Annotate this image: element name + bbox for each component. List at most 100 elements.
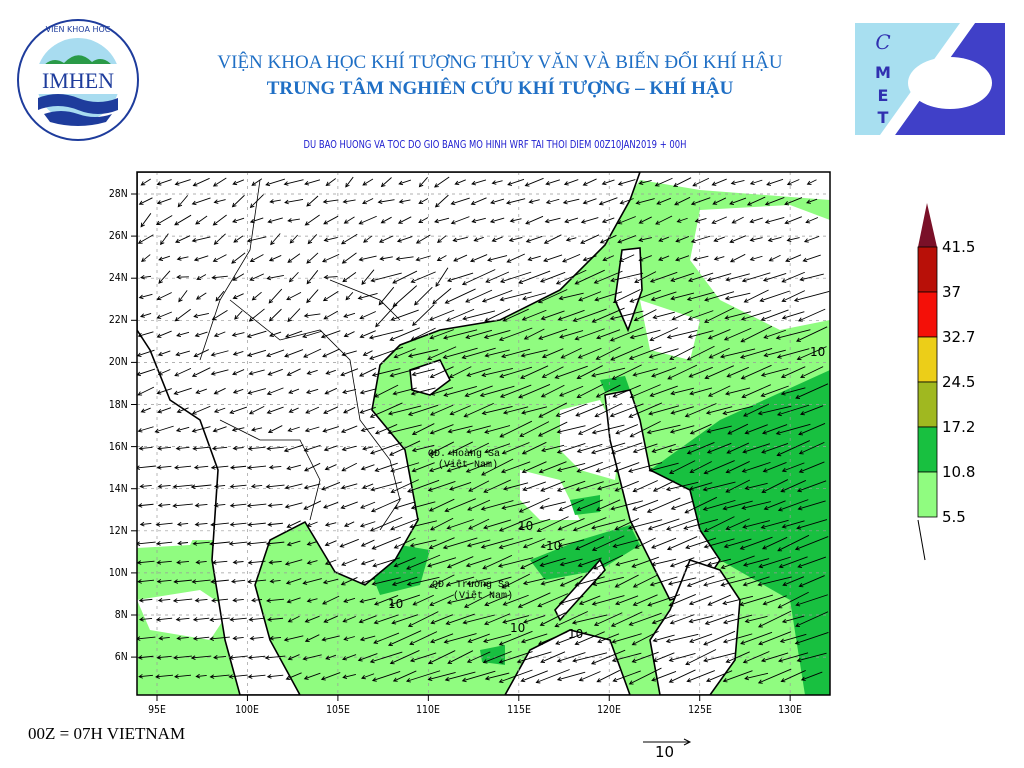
wind-vector xyxy=(359,330,376,339)
wind-vector xyxy=(389,440,421,456)
wind-vector xyxy=(411,462,435,473)
wind-vector xyxy=(195,388,207,394)
wind-vector xyxy=(596,669,621,683)
wind-vector xyxy=(794,536,829,551)
wind-vector xyxy=(707,329,731,340)
wind-vector xyxy=(638,237,652,242)
wind-vector xyxy=(374,424,398,435)
wind-vector xyxy=(232,179,245,186)
wind-vector xyxy=(609,326,644,342)
wind-vector xyxy=(213,502,226,508)
wind-vector xyxy=(767,236,782,243)
wind-vector xyxy=(391,614,418,625)
wind-vector xyxy=(392,270,418,284)
wind-vector xyxy=(247,674,266,679)
wind-vector xyxy=(763,329,786,339)
wind-vector xyxy=(601,217,615,224)
wind-vector xyxy=(797,500,826,511)
wind-vector xyxy=(428,537,455,550)
wind-vector xyxy=(307,234,318,245)
wind-vector xyxy=(232,635,244,641)
wind-vector xyxy=(776,440,810,457)
wind-vector xyxy=(138,197,153,205)
wind-vector xyxy=(670,387,695,396)
wind-vector xyxy=(194,597,208,603)
wind-vector xyxy=(684,556,717,568)
wind-vector xyxy=(306,270,319,285)
wind-vector xyxy=(758,610,792,628)
wind-vector xyxy=(591,307,625,323)
wind-vector xyxy=(673,177,692,187)
wind-vector xyxy=(651,367,677,378)
wind-vector xyxy=(229,522,247,527)
wind-vector xyxy=(461,269,496,286)
wind-vector xyxy=(389,650,420,665)
wind-vector xyxy=(370,481,402,492)
imhen-logo: IMHEN VIEN KHOA HOC xyxy=(17,19,139,141)
wind-vector xyxy=(502,406,529,415)
wind-vector xyxy=(158,255,171,261)
wind-vector xyxy=(342,389,357,395)
wind-vector xyxy=(574,631,605,646)
wind-vector xyxy=(407,611,439,627)
wind-vector xyxy=(249,273,264,281)
wind-vector xyxy=(246,503,267,508)
wind-vector xyxy=(798,575,825,588)
wind-vector xyxy=(781,520,805,529)
wind-vector xyxy=(466,539,491,548)
wind-vector xyxy=(369,516,403,532)
hoang-sa-sublabel: (Việt Nam) xyxy=(438,459,498,471)
wind-vector xyxy=(766,178,784,186)
wind-vector xyxy=(650,291,677,302)
wind-vector xyxy=(628,346,662,360)
wind-vector xyxy=(398,199,411,204)
wind-vector xyxy=(343,312,356,318)
wind-vector xyxy=(411,423,435,436)
wind-vector xyxy=(520,555,549,570)
wind-vector xyxy=(618,254,635,262)
colorbar-label: 32.7 xyxy=(942,328,976,346)
wind-vector xyxy=(635,198,655,205)
wind-vector xyxy=(518,270,551,284)
wind-vector xyxy=(611,633,642,644)
wind-vector xyxy=(289,234,299,244)
wind-vector xyxy=(574,576,605,587)
wind-vector xyxy=(409,631,438,646)
wind-vector xyxy=(481,290,513,303)
wind-vector xyxy=(157,597,171,603)
wind-vector xyxy=(796,519,828,530)
wind-vector xyxy=(784,216,802,225)
wind-vector xyxy=(434,217,450,224)
wind-vector xyxy=(484,443,511,454)
wind-vector xyxy=(802,254,821,263)
colorbar-box xyxy=(917,336,938,383)
wind-vector xyxy=(371,577,401,586)
wind-vector xyxy=(656,197,672,205)
wind-vector xyxy=(796,480,827,493)
wind-vector xyxy=(602,255,615,262)
wind-vector xyxy=(340,501,358,510)
wind-vector xyxy=(306,289,319,304)
wind-vector xyxy=(562,198,580,205)
wind-vector xyxy=(286,464,301,471)
wind-vector xyxy=(396,236,413,243)
wind-vector xyxy=(652,634,675,643)
wind-vector xyxy=(669,614,695,625)
wind-vector xyxy=(213,387,226,395)
latitude-label: 20N xyxy=(108,355,128,369)
wind-vector xyxy=(377,199,395,205)
wind-vector xyxy=(537,289,568,304)
wind-vector xyxy=(409,652,437,663)
wind-vector xyxy=(465,557,492,568)
wind-vector xyxy=(389,594,421,607)
wind-vector xyxy=(248,617,265,622)
wind-vector xyxy=(763,349,786,358)
wind-vector xyxy=(304,615,320,623)
wind-vector xyxy=(429,366,454,379)
wind-vector xyxy=(322,595,340,605)
wind-vector xyxy=(628,612,662,626)
wind-vector xyxy=(358,215,377,225)
wind-vector xyxy=(760,385,789,398)
wind-vector xyxy=(340,368,359,377)
wind-vector xyxy=(392,387,417,396)
